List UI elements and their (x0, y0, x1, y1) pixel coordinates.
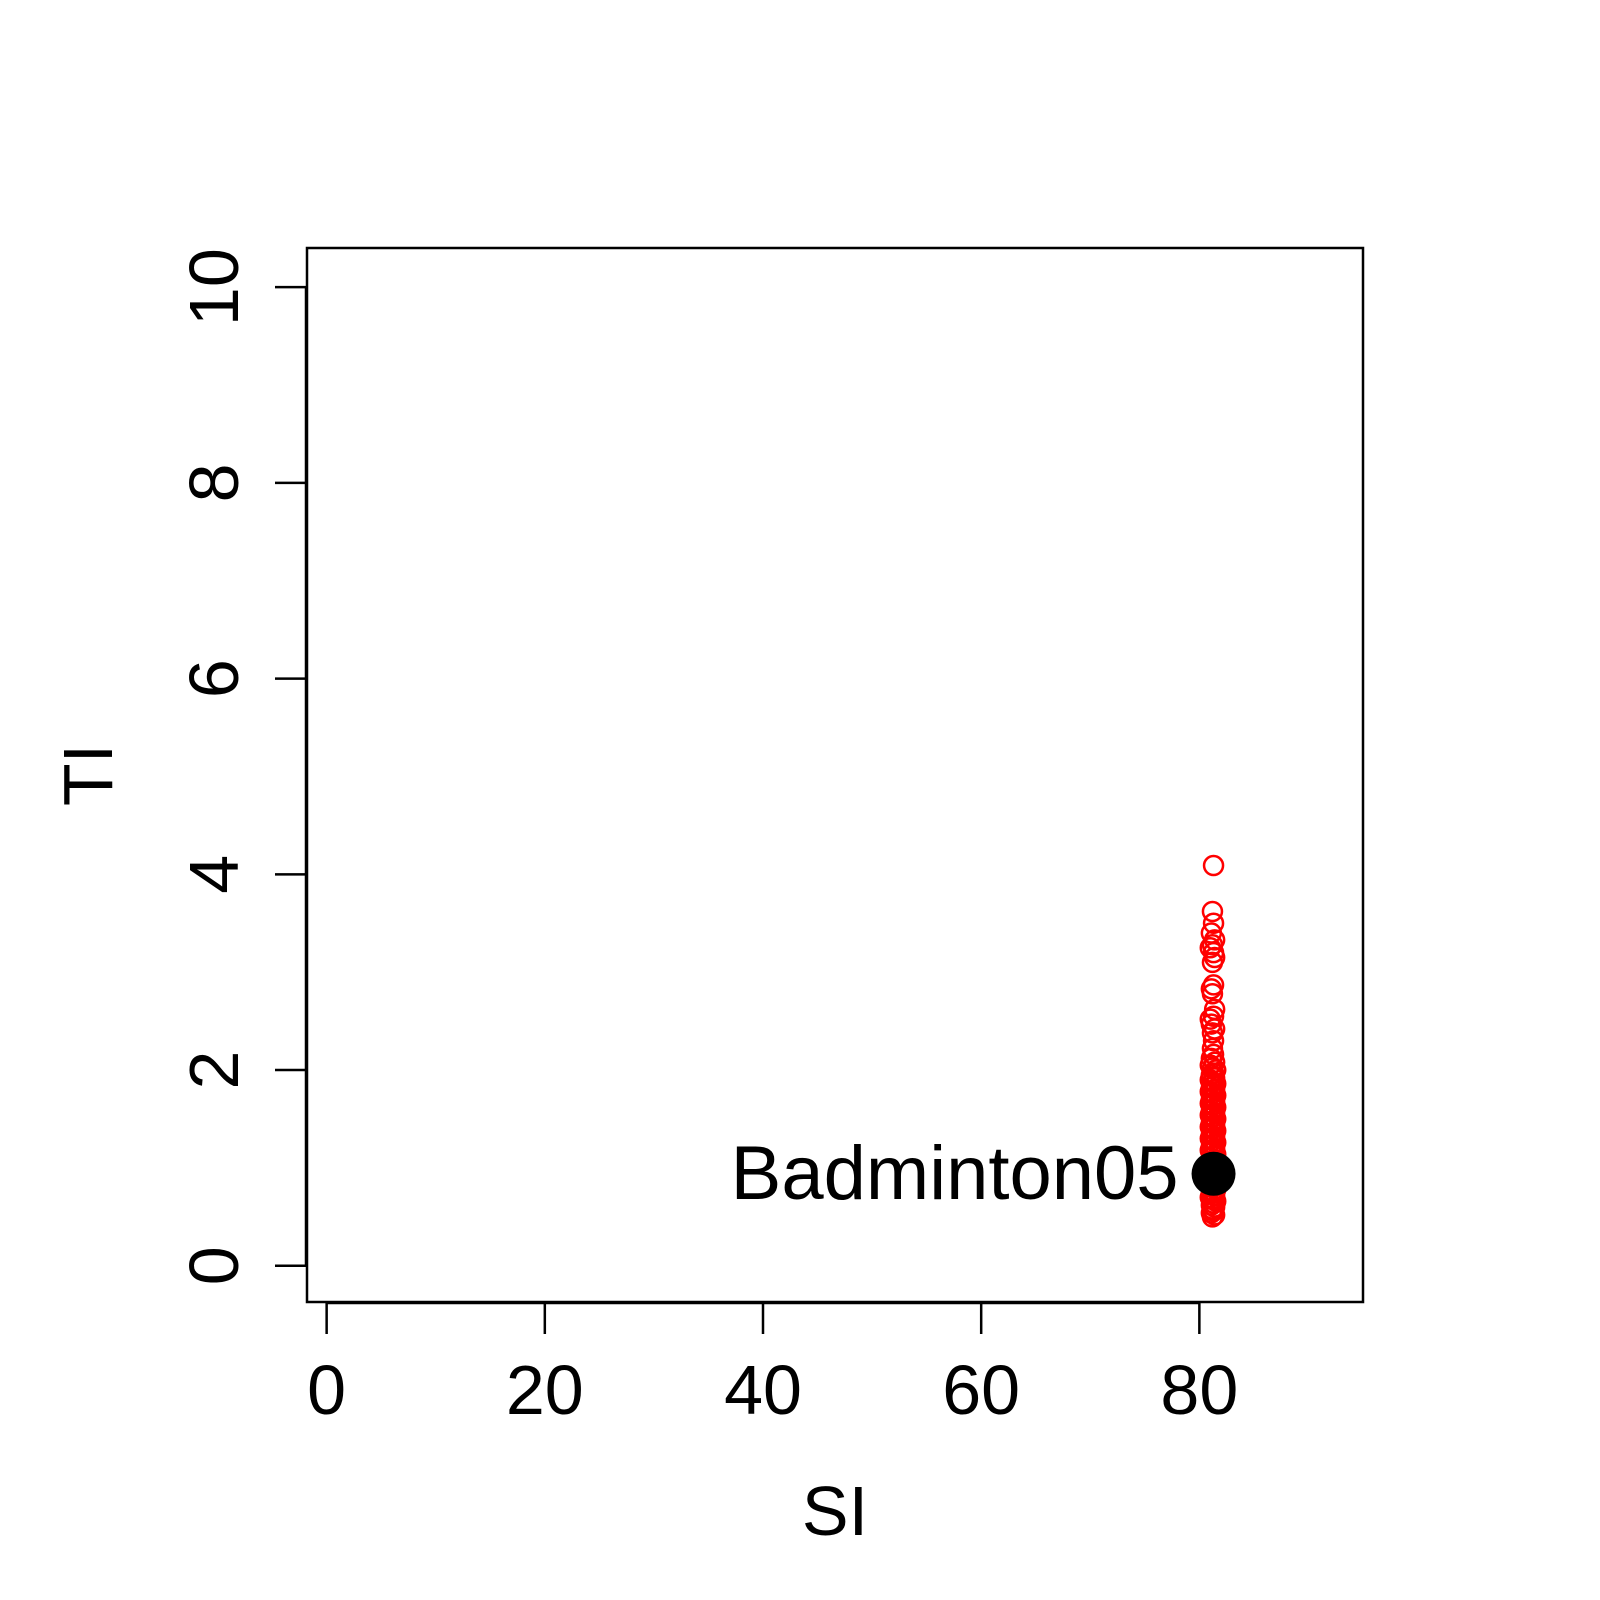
x-axis: 0 20 40 60 80 (307, 1301, 1238, 1429)
scatter-points (1191, 854, 1236, 1228)
x-tick-label: 20 (506, 1351, 584, 1429)
data-point (1201, 934, 1224, 956)
data-point (1201, 982, 1224, 1005)
data-point (1201, 1022, 1224, 1044)
y-tick-label: 6 (175, 659, 253, 698)
y-axis: 0 2 4 6 8 10 (175, 248, 308, 1285)
data-point (1202, 854, 1225, 877)
y-axis-label: TI (49, 744, 127, 806)
data-point (1203, 1204, 1226, 1226)
y-tick-label: 4 (175, 855, 253, 894)
data-point (1200, 1013, 1223, 1035)
point-label: Badminton05 (731, 1131, 1179, 1216)
data-point (1201, 900, 1224, 923)
y-tick-label: 8 (175, 463, 253, 502)
y-tick-label: 10 (175, 248, 253, 326)
point-annotations: Badminton05 (731, 1131, 1179, 1216)
data-point (1201, 1206, 1224, 1228)
data-point (1199, 936, 1222, 959)
x-tick-label: 80 (1160, 1351, 1238, 1429)
x-tick-label: 60 (942, 1351, 1020, 1429)
data-point (1201, 951, 1224, 974)
x-tick-label: 40 (724, 1351, 802, 1429)
y-tick-label: 0 (175, 1246, 253, 1285)
highlight-point (1191, 1151, 1236, 1196)
data-point (1202, 912, 1225, 935)
x-tick-label: 0 (307, 1351, 346, 1429)
y-tick-label: 2 (175, 1051, 253, 1090)
x-axis-label: SI (802, 1472, 868, 1550)
